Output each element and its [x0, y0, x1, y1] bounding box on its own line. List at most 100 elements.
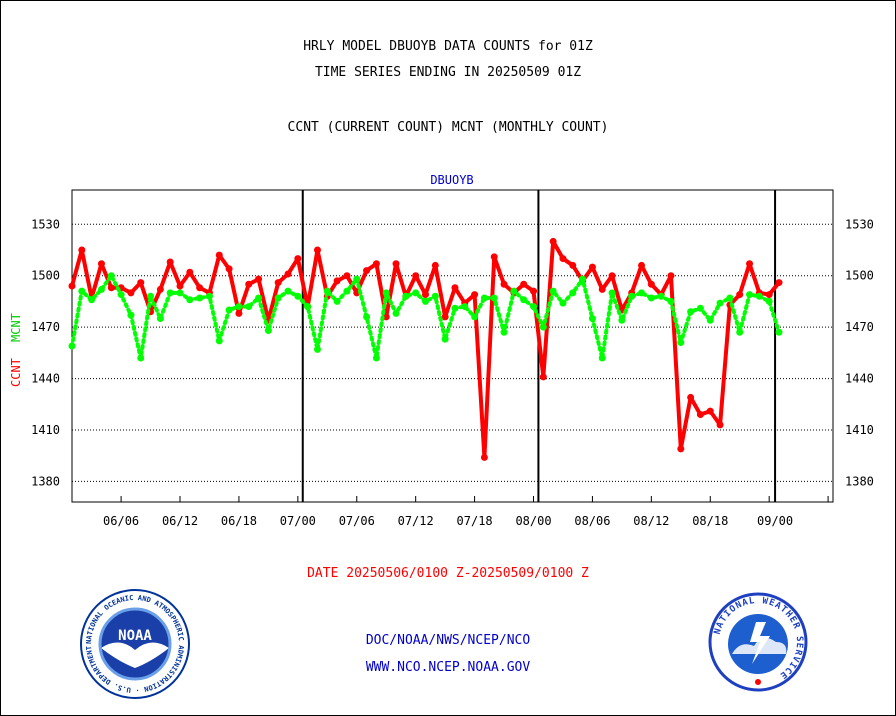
- ccnt-point: [176, 282, 184, 290]
- mcnt-point: [520, 296, 528, 304]
- mcnt-point: [461, 303, 469, 311]
- ccnt-point: [598, 285, 606, 293]
- ccnt-point: [431, 261, 439, 269]
- mcnt-point: [156, 315, 164, 323]
- ccnt-point: [520, 280, 528, 288]
- ccnt-point: [716, 421, 724, 429]
- y-tick-label-left: 1470: [31, 320, 60, 334]
- mcnt-point: [716, 299, 724, 307]
- doc-noaa-link[interactable]: DOC/NOAA/NWS/NCEP/NCO: [365, 633, 531, 648]
- mcnt-point: [755, 292, 763, 300]
- mcnt-point: [451, 304, 459, 312]
- ccnt-point: [549, 237, 557, 245]
- y-axis-left: 1380 1410 1440 1470 1500 1530: [31, 217, 60, 488]
- ccnt-point: [156, 285, 164, 293]
- y-tick-label-left: 1440: [31, 372, 60, 386]
- mcnt-point: [726, 294, 734, 302]
- mcnt-point: [746, 291, 754, 299]
- ccnt-point: [363, 267, 371, 275]
- y-tick-label-left: 1530: [31, 217, 60, 231]
- mcnt-point: [97, 285, 105, 293]
- mcnt-point: [598, 354, 606, 362]
- mcnt-point: [696, 304, 704, 312]
- chart-subtitle: CCNT (CURRENT COUNT) MCNT (MONTHLY COUNT…: [287, 120, 609, 135]
- mcnt-point: [510, 287, 518, 295]
- ccnt-point: [235, 309, 243, 317]
- mcnt-point: [176, 289, 184, 297]
- ccnt-point: [294, 255, 302, 263]
- ccnt-point: [274, 279, 282, 287]
- x-tick-label: 07/00: [280, 514, 316, 528]
- noaa-logo: NATIONAL OCEANIC AND ATMOSPHERIC ADMINIS…: [79, 588, 190, 699]
- ccnt-point: [539, 373, 547, 381]
- mcnt-point: [549, 287, 557, 295]
- mcnt-point: [608, 289, 616, 297]
- mcnt-point: [412, 289, 420, 297]
- mcnt-point: [490, 294, 498, 302]
- ccnt-point: [97, 260, 105, 268]
- plot-area: [71, 189, 834, 503]
- mcnt-point: [618, 316, 626, 324]
- ccnt-point: [500, 280, 508, 288]
- ccnt-point: [255, 275, 263, 283]
- mcnt-point: [569, 289, 577, 297]
- x-tick-label: 08/06: [574, 514, 610, 528]
- mcnt-point: [372, 354, 380, 362]
- ccnt-point: [127, 289, 135, 297]
- mcnt-point: [264, 327, 272, 335]
- x-tick-label: 07/12: [398, 514, 434, 528]
- mcnt-point: [765, 297, 773, 305]
- mcnt-point: [353, 275, 361, 283]
- ccnt-point: [78, 246, 86, 254]
- mcnt-point: [530, 303, 538, 311]
- mcnt-point: [628, 292, 636, 300]
- ccnt-point: [667, 272, 675, 280]
- mcnt-point: [588, 315, 596, 323]
- mcnt-point: [166, 289, 174, 297]
- ccnt-point: [196, 284, 204, 292]
- mcnt-point: [657, 292, 665, 300]
- date-range-label: DATE 20250506/0100 Z-20250509/0100 Z: [307, 566, 589, 581]
- y-axis-right: 1380 1410 1440 1470 1500 1530: [845, 217, 874, 488]
- mcnt-point: [667, 297, 675, 305]
- ccnt-point: [736, 291, 744, 299]
- mcnt-point: [255, 294, 263, 302]
- mcnt-point: [431, 292, 439, 300]
- mcnt-point: [68, 342, 76, 350]
- ccnt-point: [284, 270, 292, 278]
- y-axis-label-ccnt: CCNT: [9, 358, 23, 387]
- ccnt-point: [372, 260, 380, 268]
- y-tick-label-left: 1380: [31, 474, 60, 488]
- nco-website-link[interactable]: WWW.NCO.NCEP.NOAA.GOV: [365, 660, 531, 675]
- ccnt-point: [166, 258, 174, 266]
- mcnt-point: [441, 335, 449, 343]
- mcnt-point: [88, 296, 96, 304]
- mcnt-point: [392, 309, 400, 317]
- mcnt-point: [294, 292, 302, 300]
- ccnt-point: [313, 246, 321, 254]
- ccnt-point: [775, 279, 783, 287]
- mcnt-point: [638, 289, 646, 297]
- ccnt-point: [471, 291, 479, 299]
- mcnt-point: [559, 299, 567, 307]
- ccnt-point: [638, 261, 646, 269]
- ccnt-point: [569, 261, 577, 269]
- ccnt-point: [392, 260, 400, 268]
- nws-logo: NATIONAL WEATHER SERVICE: [708, 592, 808, 692]
- ccnt-point: [706, 407, 714, 415]
- ccnt-point: [382, 313, 390, 321]
- y-tick-label-right: 1380: [845, 474, 874, 488]
- mcnt-point: [235, 303, 243, 311]
- x-tick-label: 08/00: [515, 514, 551, 528]
- mcnt-point: [706, 316, 714, 324]
- mcnt-point: [313, 345, 321, 353]
- y-tick-label-right: 1500: [845, 269, 874, 283]
- y-tick-label-left: 1500: [31, 269, 60, 283]
- mcnt-point: [117, 291, 125, 299]
- ccnt-point: [451, 284, 459, 292]
- series-mcnt: [68, 272, 783, 362]
- mcnt-point: [205, 292, 213, 300]
- ccnt-point: [765, 291, 773, 299]
- x-tick-label: 06/06: [103, 514, 139, 528]
